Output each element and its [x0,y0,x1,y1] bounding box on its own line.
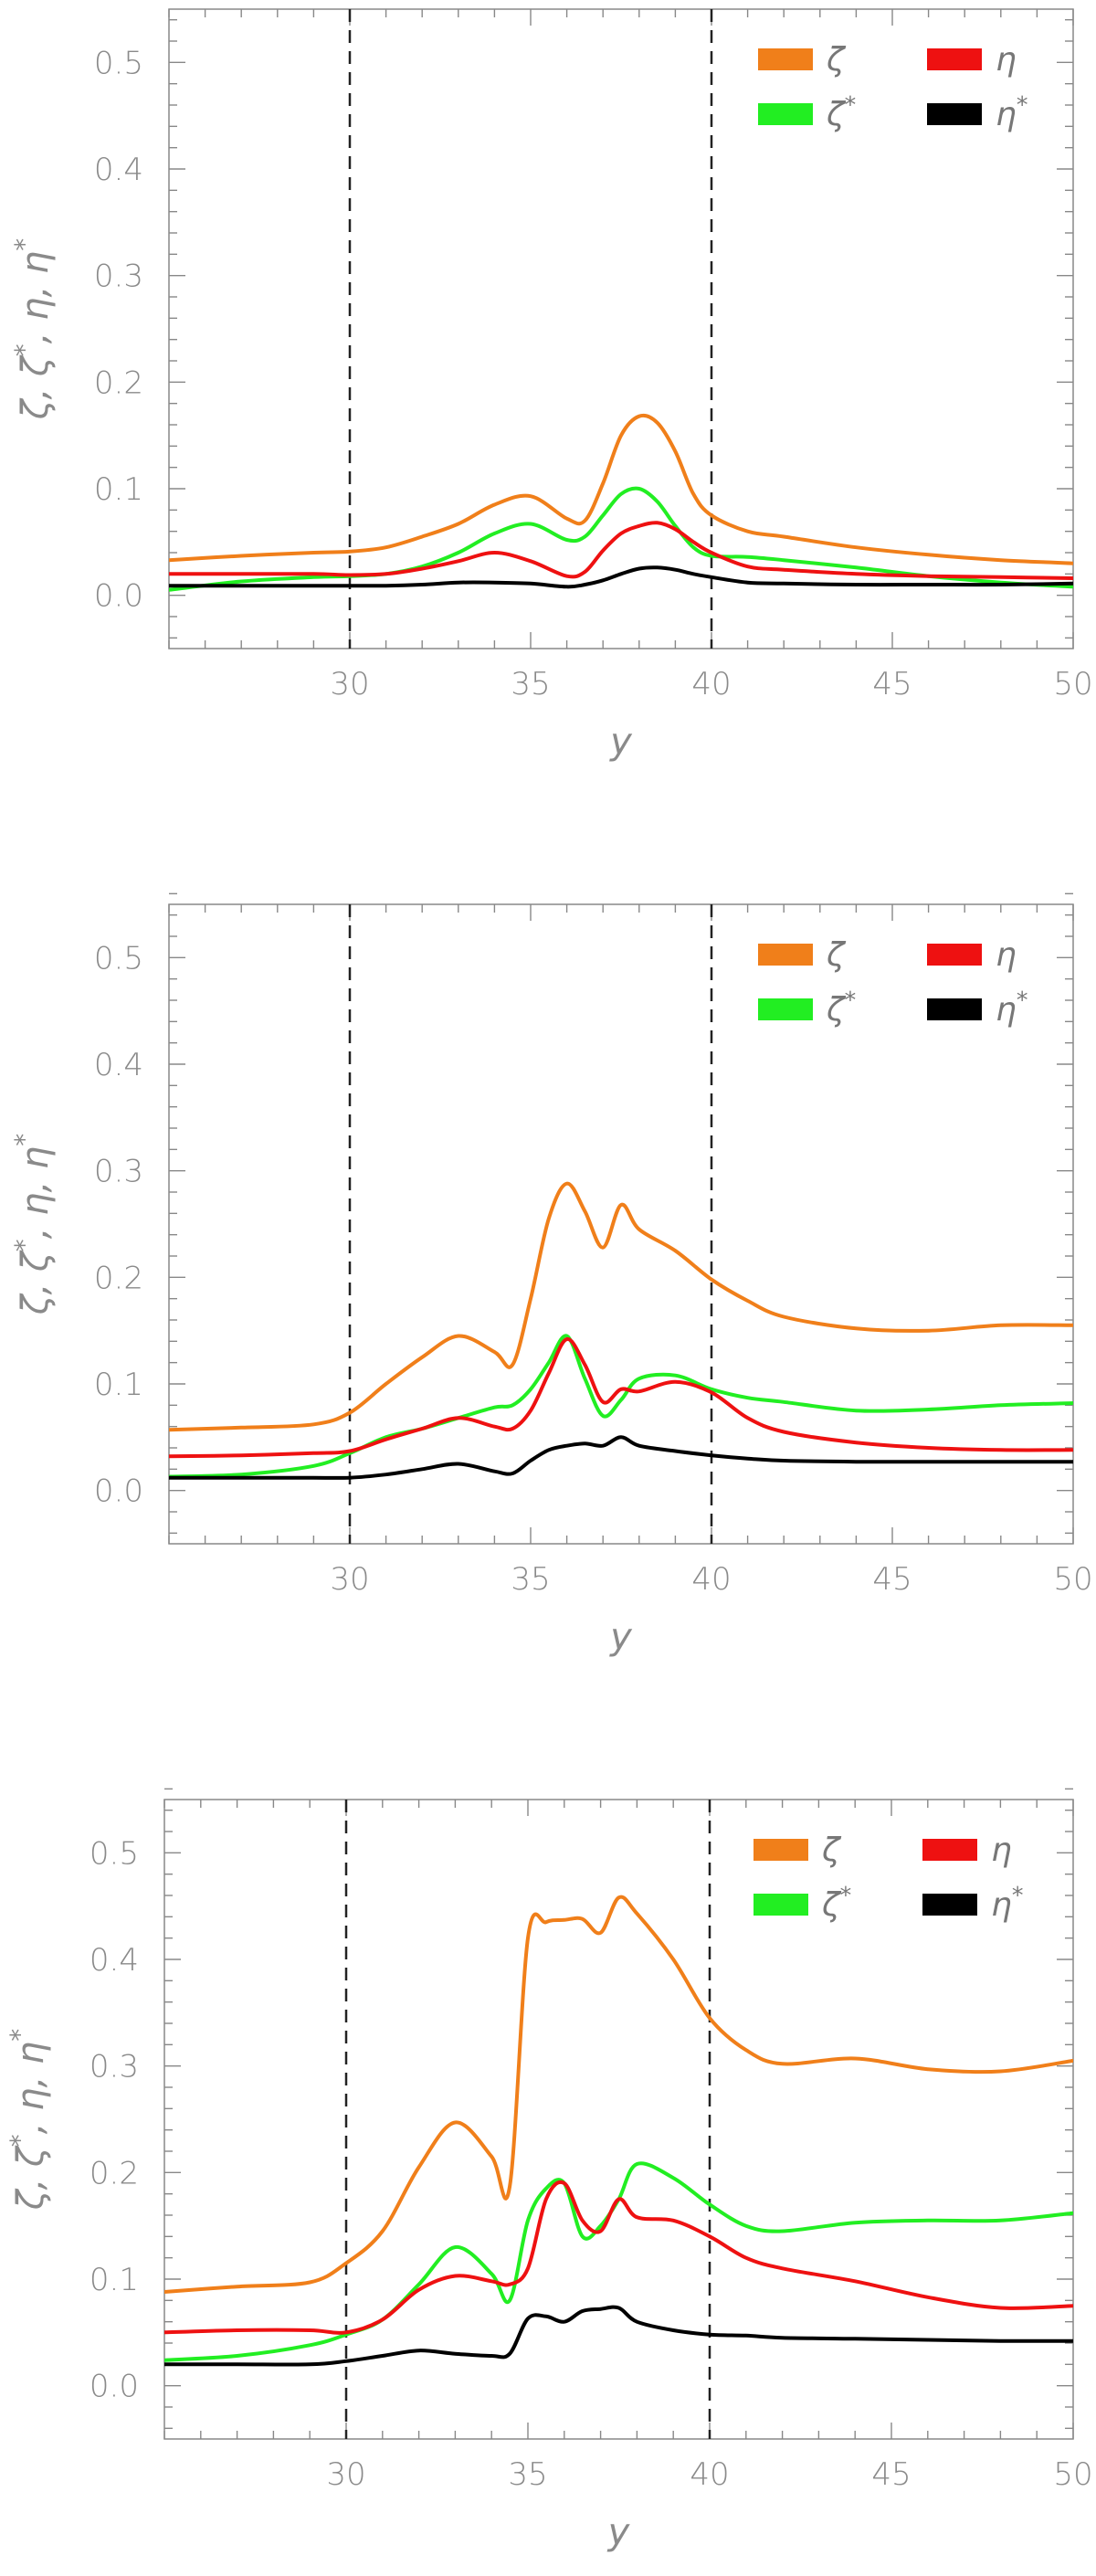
x-tick-label: 40 [691,1561,731,1598]
series-line [169,565,1073,589]
legend-label: ζ* [826,987,856,1029]
panel-1: 30 35 40 45 50 0.0 0.1 0.2 0.3 0.4 0.5 y ζ, ζ*, η, η… [9,8,1093,763]
y-tick-label: 0.0 [90,2369,139,2405]
legend-swatch [927,103,982,125]
legend-label: ζ* [826,91,856,134]
x-tick-label: 35 [508,2456,547,2493]
y-tick-label: 0.2 [94,1260,143,1296]
y-tick-label: 0.3 [94,1154,143,1190]
x-tick-label: 50 [1053,2456,1092,2493]
y-tick-label: 0.3 [90,2049,139,2085]
legend-swatch [754,1894,808,1916]
y-tick-label: 0.3 [94,259,143,295]
x-tick-label: 30 [330,1561,369,1598]
legend-label: ζ [826,936,847,974]
legend-swatch [927,48,982,70]
x-axis-label: y [609,721,633,763]
series-line [169,1435,1073,1480]
legend-label: η [996,936,1017,974]
x-tick-label: 50 [1053,1561,1092,1598]
legend-label: η* [996,91,1028,134]
y-tick-label: 0.1 [90,2262,139,2298]
y-axis-label: ζ, ζ*, η, η* [5,2029,53,2212]
x-axis-label: y [607,2511,631,2553]
y-tick-label: 0.1 [94,471,143,508]
y-tick-label: 0.0 [94,1473,143,1510]
y-axis-label: ζ, ζ*, η, η* [9,238,58,421]
legend-swatch [758,103,813,125]
legend-swatch [758,48,813,70]
plot-frame [168,8,1074,649]
legend-swatch [758,944,813,966]
y-tick-label: 0.5 [94,45,143,81]
legend-swatch [927,944,982,966]
x-tick-label: 45 [872,666,912,702]
x-axis-label: y [609,1616,633,1658]
y-tick-label: 0.2 [90,2155,139,2191]
y-tick-label: 0.4 [94,1047,143,1083]
y-axis-label: ζ, ζ*, η, η* [9,1134,58,1316]
plot-frame [168,903,1074,1545]
series-line [164,2305,1073,2367]
y-tick-label: 0.2 [94,364,143,401]
legend-label: η* [996,987,1028,1029]
x-tick-label: 45 [872,1561,912,1598]
legend-label: η* [991,1882,1023,1925]
x-tick-label: 40 [690,2456,729,2493]
series-line [169,521,1073,580]
legend-label: η [996,41,1017,79]
series-line [164,2180,1073,2335]
x-tick-label: 50 [1053,666,1092,702]
legend-label: ζ [821,1832,842,1869]
y-tick-label: 0.0 [94,578,143,615]
y-tick-label: 0.4 [90,1942,139,1979]
y-tick-label: 0.5 [94,940,143,977]
x-tick-label: 40 [691,666,731,702]
x-tick-label: 35 [511,1561,550,1598]
panel-3: 30 35 40 45 50 0.0 0.1 0.2 0.3 0.4 0.5 y ζ, ζ*, η, η… [5,1788,1093,2553]
series-line [164,1895,1073,2294]
legend-swatch [758,998,813,1020]
x-tick-label: 35 [511,666,550,702]
legend-swatch [927,998,982,1020]
plot-frame [163,1799,1074,2440]
legend-label: ζ [826,41,847,79]
series-line [169,1334,1073,1479]
legend-swatch [922,1894,977,1916]
legend-swatch [922,1839,977,1861]
x-tick-label: 45 [871,2456,911,2493]
series-line [169,1181,1073,1432]
series-line [169,413,1073,565]
legend-label: ζ* [821,1882,851,1925]
y-tick-label: 0.5 [90,1835,139,1872]
y-tick-label: 0.4 [94,152,143,188]
legend-swatch [754,1839,808,1861]
x-tick-label: 30 [326,2456,365,2493]
y-tick-label: 0.1 [94,1367,143,1403]
x-tick-label: 30 [330,666,369,702]
legend-label: η [991,1832,1012,1869]
series-line [169,1337,1073,1459]
panel-2: 30 35 40 45 50 0.0 0.1 0.2 0.3 0.4 0.5 y ζ, ζ*, η, η… [9,892,1093,1658]
